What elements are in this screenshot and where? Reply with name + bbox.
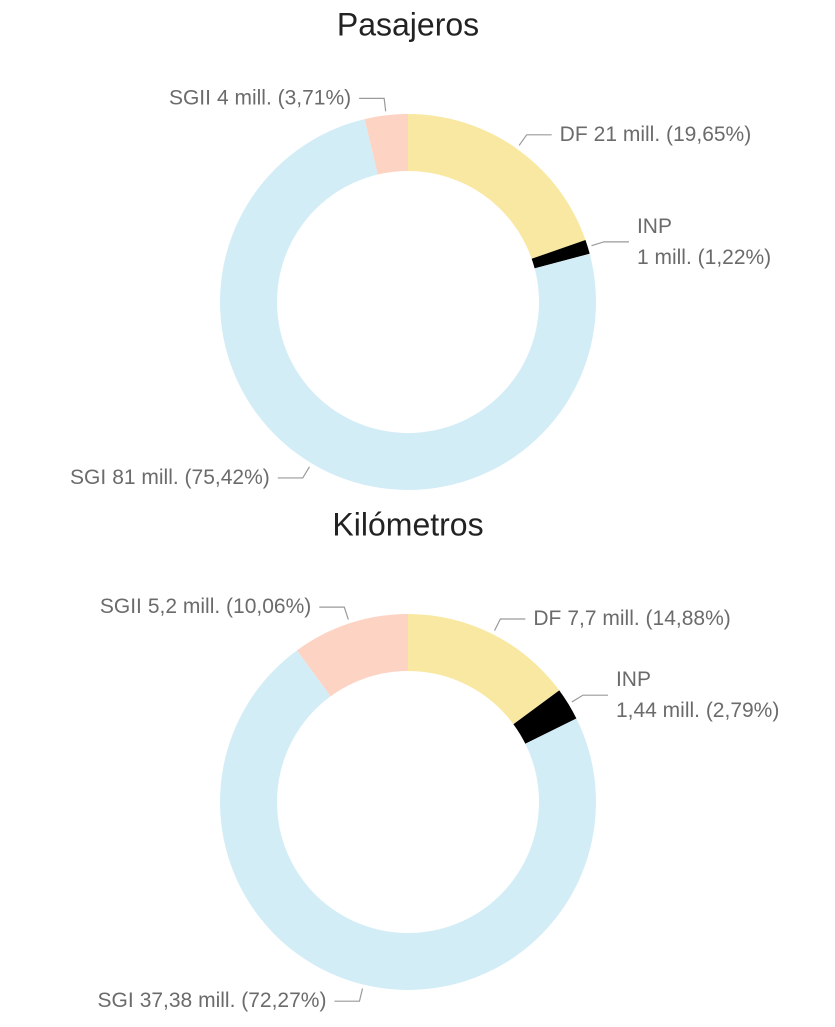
category-label: INP (637, 214, 672, 237)
donut-slice (513, 690, 577, 744)
donut-slice (364, 114, 408, 175)
leader-line (334, 988, 364, 1002)
donut-slice (296, 614, 408, 697)
leader-line (591, 241, 629, 247)
leader-line (359, 97, 387, 112)
category-label: DF (533, 607, 561, 630)
donut-chart: Kilómetros DF 7,7 mill. (14,88%) INP 1,44 mi… (98, 506, 780, 1011)
value-label: 5,2 mill. (10,06%) (148, 595, 311, 618)
data-label: SGI 81 mill. (75,42%) (70, 465, 270, 488)
chart-title: Pasajeros (337, 6, 479, 42)
data-label: SGII 5,2 mill. (10,06%) (100, 595, 311, 618)
category-label: DF (560, 122, 588, 145)
value-label: 1 mill. (1,22%) (637, 245, 771, 268)
donut-slice (219, 650, 596, 990)
value-label: 1,44 mill. (2,79%) (616, 699, 779, 722)
value-label: 21 mill. (19,65%) (594, 122, 752, 145)
value-label: 81 mill. (75,42%) (112, 465, 270, 488)
data-label: SGII 4 mill. (3,71%) (169, 86, 351, 109)
donut-slice (531, 239, 590, 269)
category-label: SGII (100, 595, 142, 618)
category-label: SGI (98, 989, 134, 1012)
value-label: 4 mill. (3,71%) (217, 86, 351, 109)
donut-slice (408, 614, 560, 725)
value-label: 7,7 mill. (14,88%) (567, 607, 730, 630)
donut-chart: Pasajeros DF 21 mill. (19,65%) INP 1 mill. (… (70, 6, 771, 491)
leader-line (518, 134, 552, 146)
chart-title: Kilómetros (332, 506, 483, 542)
data-label: DF 21 mill. (19,65%) (560, 122, 752, 145)
data-label: INP 1 mill. (1,22%) (637, 214, 771, 268)
leader-line (571, 694, 608, 703)
value-label: 37,38 mill. (72,27%) (140, 989, 327, 1012)
leader-line (493, 618, 526, 631)
category-label: INP (616, 668, 651, 691)
category-label: SGII (169, 86, 211, 109)
data-label: SGI 37,38 mill. (72,27%) (98, 989, 327, 1012)
leader-line (319, 606, 349, 620)
data-label: DF 7,7 mill. (14,88%) (533, 607, 730, 630)
leader-line (277, 466, 310, 479)
donut-slice (220, 119, 597, 491)
data-label: INP 1,44 mill. (2,79%) (616, 668, 779, 722)
donut-slice (408, 114, 586, 259)
category-label: SGI (70, 465, 106, 488)
